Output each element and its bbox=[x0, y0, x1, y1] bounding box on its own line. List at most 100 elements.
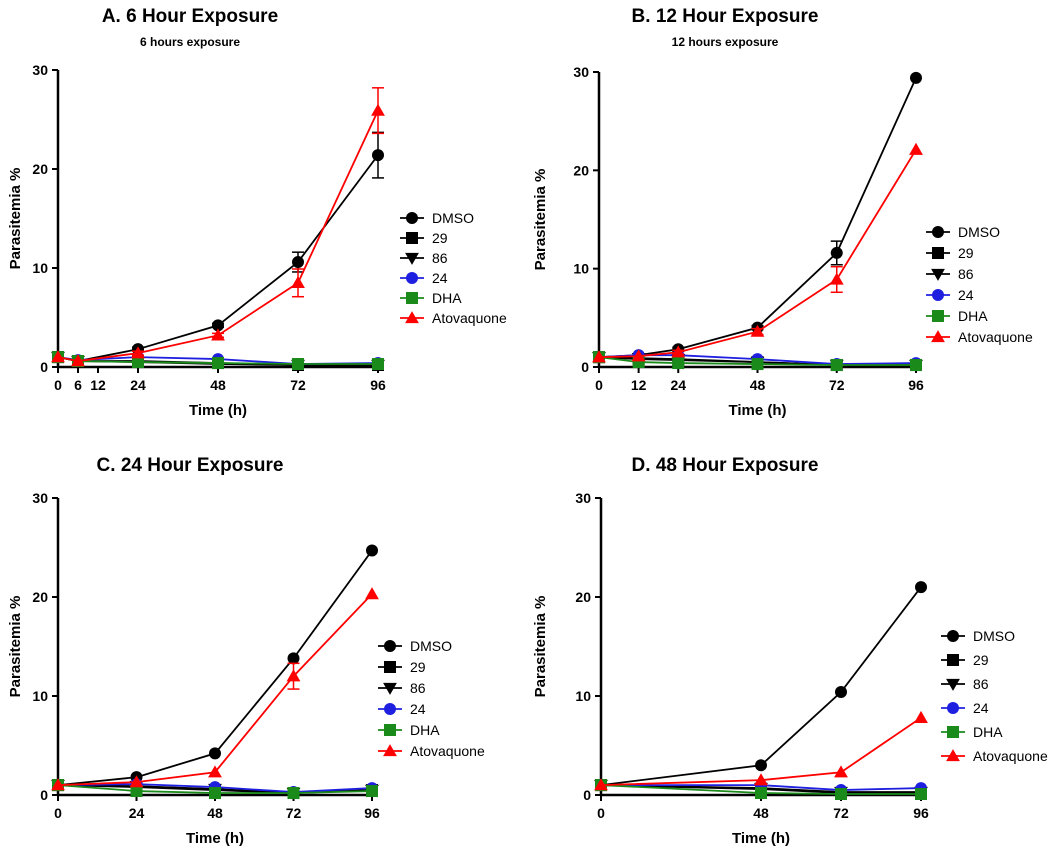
series-line-dha bbox=[600, 784, 921, 795]
y-tick-label-a: 30 bbox=[32, 62, 48, 78]
chart-subtitle-a: 6 hours exposure bbox=[140, 35, 240, 49]
x-tick-label-b: 0 bbox=[595, 377, 603, 393]
legend-marker-24 bbox=[932, 289, 944, 301]
data-point-atovaquone bbox=[208, 765, 222, 778]
y-tick-label-c: 10 bbox=[32, 688, 48, 704]
chart-panel-c: C. 24 Hour Exposure 0 10 20 30 0 24 48 72 96 Time … bbox=[0, 426, 525, 852]
series-dmso-d bbox=[595, 581, 927, 792]
data-point-dha bbox=[212, 357, 224, 370]
chart-title-b: B. 12 Hour Exposure bbox=[632, 6, 819, 27]
legend-label-dmso: DMSO bbox=[958, 224, 1000, 240]
legend-item-86-d: 86 bbox=[941, 676, 989, 692]
series-atovaquone-a bbox=[51, 87, 385, 367]
x-tick-label-a: 24 bbox=[130, 377, 146, 393]
legend-label-atovaquone: Atovaquone bbox=[432, 310, 507, 326]
data-point-atovaquone bbox=[211, 328, 225, 341]
x-tick-label-c: 72 bbox=[286, 805, 302, 821]
legend-item-24-c: 24 bbox=[378, 701, 426, 717]
data-point-dmso bbox=[366, 544, 378, 557]
x-tick-label-b: 48 bbox=[750, 377, 766, 393]
data-point-dha bbox=[366, 785, 378, 798]
series-dmso-c bbox=[52, 544, 378, 792]
legend-marker-dmso bbox=[932, 226, 944, 238]
data-point-dmso bbox=[209, 747, 221, 760]
legend-label-86: 86 bbox=[958, 266, 974, 282]
data-point-atovaquone bbox=[365, 587, 379, 600]
legend-marker-24 bbox=[406, 272, 418, 284]
x-tick-label-a: 48 bbox=[210, 377, 226, 393]
data-point-atovaquone bbox=[834, 765, 848, 778]
data-point-atovaquone bbox=[909, 142, 923, 155]
chart-svg-a: A. 6 Hour Exposure 6 hours exposure 0 10 20 3… bbox=[7, 6, 507, 419]
data-point-dha bbox=[830, 359, 843, 372]
legend-label-24: 24 bbox=[410, 701, 426, 717]
data-point-dha bbox=[292, 358, 304, 371]
data-point-atovaquone bbox=[754, 773, 768, 786]
data-point-dha bbox=[751, 358, 764, 371]
data-point-dmso bbox=[910, 71, 922, 84]
legend-marker-29 bbox=[932, 247, 944, 259]
data-point-dmso bbox=[915, 581, 927, 594]
x-tick-label-d: 96 bbox=[913, 805, 929, 821]
legend-label-29: 29 bbox=[973, 652, 989, 668]
legend-label-86: 86 bbox=[973, 676, 989, 692]
chart-title-d: D. 48 Hour Exposure bbox=[632, 455, 819, 476]
legend-label-29: 29 bbox=[432, 230, 448, 246]
legend-item-atovaquone-d: Atovaquone bbox=[941, 748, 1048, 764]
legend-item-dmso-d: DMSO bbox=[941, 628, 1015, 644]
legend-marker-dha bbox=[947, 726, 959, 738]
x-axis-label-b: Time (h) bbox=[728, 402, 786, 419]
legend-item-29-a: 29 bbox=[400, 230, 448, 246]
series-line-dmso bbox=[598, 77, 917, 359]
data-point-dmso bbox=[835, 686, 847, 699]
data-point-dha bbox=[372, 358, 384, 371]
x-tick-label-a: 0 bbox=[54, 377, 62, 393]
legend-marker-86 bbox=[946, 678, 960, 691]
legend-item-dha-a: DHA bbox=[400, 290, 462, 306]
y-tick-label-c: 30 bbox=[32, 490, 48, 506]
legend-label-dha: DHA bbox=[432, 290, 462, 306]
legend-marker-86 bbox=[931, 268, 945, 281]
legend-label-dmso: DMSO bbox=[410, 638, 452, 654]
legend-label-86: 86 bbox=[410, 680, 426, 696]
y-axis-label-d: Parasitemia % bbox=[532, 596, 549, 698]
chart-panel-b: B. 12 Hour Exposure 12 hours exposure 0 10 2… bbox=[525, 0, 1050, 426]
legend-label-dha: DHA bbox=[973, 724, 1003, 740]
y-tick-label-b: 0 bbox=[581, 359, 589, 375]
legend-item-29-d: 29 bbox=[941, 652, 989, 668]
series-line-dmso bbox=[600, 586, 922, 786]
chart-title-c: C. 24 Hour Exposure bbox=[97, 455, 284, 476]
legend-label-dha: DHA bbox=[410, 722, 440, 738]
legend-marker-dmso bbox=[406, 212, 418, 224]
data-point-dha bbox=[835, 788, 847, 801]
legend-marker-atovaquone bbox=[405, 311, 419, 324]
legend-item-dha-d: DHA bbox=[941, 724, 1003, 740]
x-tick-label-c: 0 bbox=[54, 805, 62, 821]
data-point-dha bbox=[915, 788, 927, 801]
chart-subtitle-b: 12 hours exposure bbox=[672, 35, 779, 49]
chart-panel-d: D. 48 Hour Exposure 0 10 20 30 0 48 72 96 Time (h… bbox=[525, 426, 1050, 852]
legend-marker-86 bbox=[383, 682, 397, 695]
data-point-dha bbox=[209, 787, 221, 800]
legend-item-atovaquone-c: Atovaquone bbox=[378, 743, 485, 759]
data-point-dha bbox=[755, 787, 767, 800]
y-tick-label-b: 30 bbox=[573, 64, 589, 80]
legend-marker-dha bbox=[384, 724, 396, 736]
data-point-dha bbox=[130, 785, 143, 798]
data-point-atovaquone bbox=[129, 775, 144, 788]
legend-marker-24 bbox=[384, 703, 396, 715]
x-axis-label-a: Time (h) bbox=[189, 402, 247, 419]
data-point-atovaquone bbox=[131, 346, 145, 359]
data-point-dmso bbox=[212, 319, 224, 332]
legend-item-dha-b: DHA bbox=[926, 308, 988, 324]
data-point-atovaquone bbox=[592, 350, 606, 363]
legend-item-86-a: 86 bbox=[400, 250, 448, 266]
y-tick-label-c: 0 bbox=[40, 787, 48, 803]
data-point-atovaquone bbox=[291, 275, 305, 289]
legend-marker-atovaquone bbox=[946, 749, 960, 762]
legend-marker-29 bbox=[947, 654, 959, 666]
x-tick-label-b: 72 bbox=[829, 377, 845, 393]
y-tick-label-d: 20 bbox=[575, 589, 591, 605]
legend-item-atovaquone-a: Atovaquone bbox=[400, 310, 507, 326]
legend-item-dmso-a: DMSO bbox=[400, 210, 474, 226]
